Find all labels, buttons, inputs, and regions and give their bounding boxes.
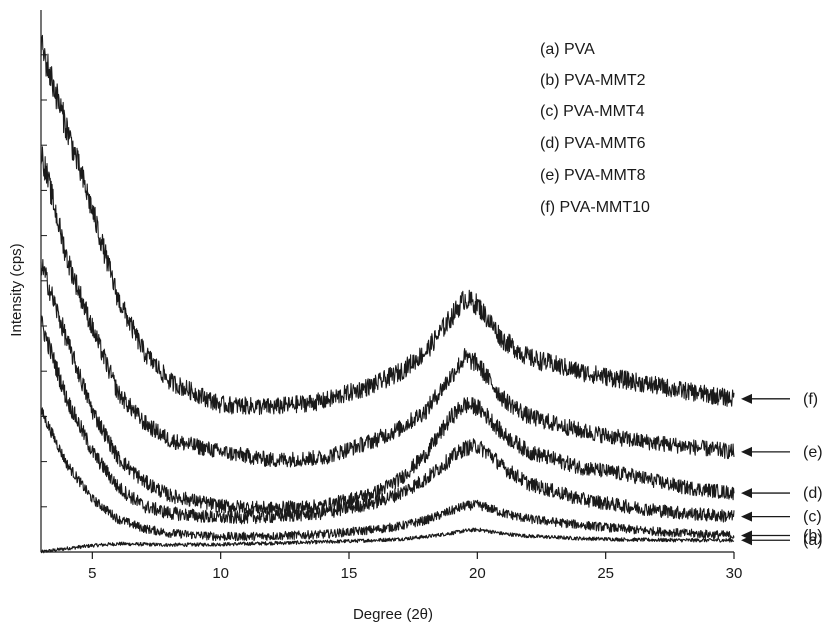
legend-item-pva: (a) PVA <box>540 41 595 58</box>
x-ticks: 5 10 15 20 25 30 <box>88 552 742 582</box>
series-line-3 <box>40 315 735 525</box>
curve-arrows: (a)(b) (c) (d) (e) (f) <box>741 391 823 549</box>
curve-label: (c) <box>803 509 822 526</box>
curves <box>40 34 735 554</box>
curve-arrow-head <box>741 511 752 522</box>
series-line-6 <box>40 34 735 416</box>
x-tick-label: 20 <box>469 565 486 582</box>
x-tick-label: 5 <box>88 565 96 582</box>
axes <box>40 10 734 553</box>
x-tick-label: 10 <box>212 565 229 582</box>
curve-arrow-head <box>741 530 752 541</box>
series-line-5 <box>40 146 735 468</box>
x-axis-title: Degree (2θ) <box>353 606 433 623</box>
x-tick-label: 30 <box>726 565 743 582</box>
series-line-4 <box>40 259 735 516</box>
x-tick-label: 25 <box>597 565 614 582</box>
curve-arrow-head <box>741 446 752 457</box>
legend-item-pva-mmt8: (e) PVA-MMT8 <box>540 167 646 184</box>
curve-label: (d) <box>803 485 823 502</box>
legend-item-pva-mmt2: (b) PVA-MMT2 <box>540 72 646 89</box>
y-axis-title: Intensity (cps) <box>8 243 25 336</box>
curve-label: (b) <box>803 528 823 545</box>
legend-item-pva-mmt4: (c) PVA-MMT4 <box>540 103 645 120</box>
curve-label: (a) <box>803 532 823 549</box>
series-line-1 <box>40 527 735 554</box>
legend-item-pva-mmt10: (f) PVA-MMT10 <box>540 199 650 216</box>
curve-label: (e) <box>803 444 823 461</box>
curve-arrow-head <box>741 488 752 499</box>
x-tick-label: 15 <box>341 565 358 582</box>
legend: (a) PVA (b) PVA-MMT2 (c) PVA-MMT4 (d) PV… <box>540 41 650 216</box>
legend-item-pva-mmt6: (d) PVA-MMT6 <box>540 135 646 152</box>
curve-label: (f) <box>803 391 818 408</box>
curve-arrow-head <box>741 393 752 404</box>
series-line-2 <box>40 407 735 542</box>
